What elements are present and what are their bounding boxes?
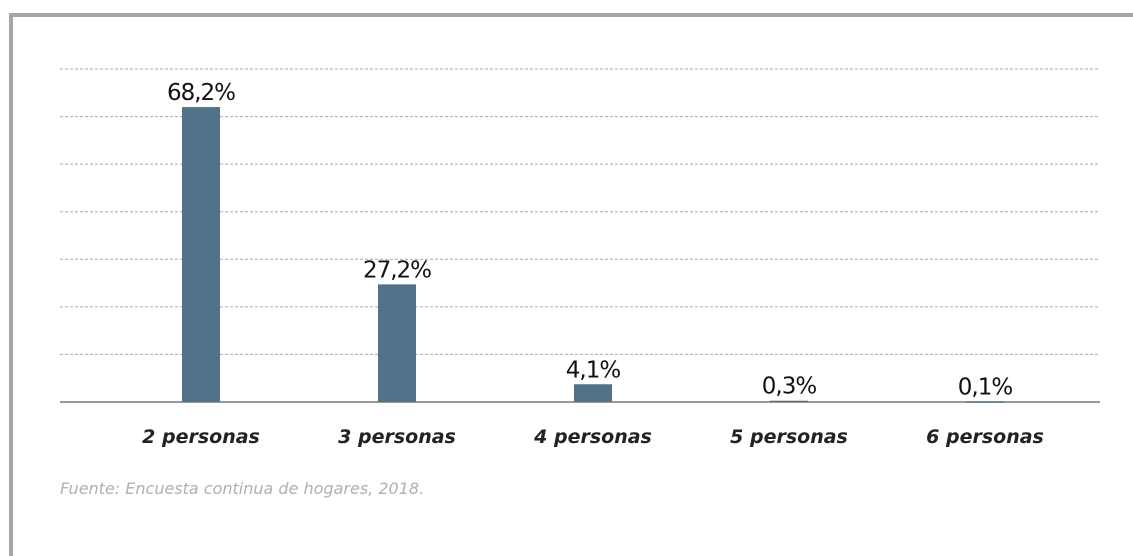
x-tick-label: 2 personas <box>142 426 260 448</box>
value-label: 0,3% <box>762 374 817 400</box>
source-note: Fuente: Encuesta continua de hogares, 20… <box>60 479 424 498</box>
value-label: 0,1% <box>958 375 1013 401</box>
value-label: 27,2% <box>363 257 431 283</box>
bar <box>966 401 1004 403</box>
x-tick-label: 5 personas <box>730 426 848 448</box>
value-label: 68,2% <box>167 80 235 106</box>
frame <box>9 13 1133 556</box>
bar <box>574 384 612 402</box>
x-tick-label: 4 personas <box>533 426 652 448</box>
value-label: 4,1% <box>566 357 621 383</box>
x-tick-label: 6 personas <box>926 426 1044 448</box>
bar <box>378 284 416 402</box>
x-tick-label: 3 personas <box>338 426 456 448</box>
bar <box>770 400 808 402</box>
bar <box>182 107 220 403</box>
